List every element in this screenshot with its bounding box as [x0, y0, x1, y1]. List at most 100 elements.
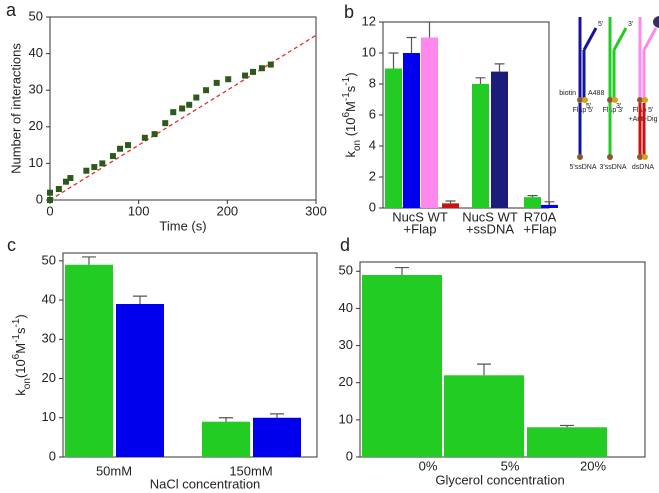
x-tick-label: NucS WT [392, 209, 448, 224]
y-tick-label: 20 [339, 374, 353, 389]
x-tick-label: +Flap [404, 221, 437, 236]
y-axis-label-part: ) [343, 72, 358, 76]
error-bar [406, 36, 417, 53]
error-bar [424, 21, 435, 38]
x-tick-label: 0 [46, 203, 53, 218]
y-tick-label: 8 [369, 75, 376, 90]
x-tick-label: 5% [501, 458, 520, 473]
data-point [151, 131, 158, 138]
diagram-label: Flap 5' [573, 107, 594, 114]
error-bar [544, 201, 555, 205]
y-axis-label-part: -1 [11, 318, 22, 327]
x-tick-label: +Flap [524, 221, 557, 236]
panel-letter: a [6, 0, 17, 20]
error-bar [494, 63, 505, 72]
bead [577, 154, 583, 160]
x-axis-label: NaCl concentration [150, 476, 261, 491]
error-bar [270, 413, 284, 418]
y-tick-label: 30 [29, 82, 43, 97]
bead [642, 154, 648, 160]
error-bar [477, 363, 491, 376]
x-tick-label: R70A [524, 209, 557, 224]
panel-letter: d [340, 235, 350, 255]
data-point [62, 178, 69, 185]
panel-letter: c [7, 235, 16, 255]
y-axis-label-part: on [22, 378, 33, 389]
y-tick-label: 0 [49, 448, 56, 463]
x-tick-label: 20% [580, 458, 606, 473]
y-tick-label: 10 [339, 411, 353, 426]
data-point [242, 72, 249, 79]
panel-letter: b [344, 2, 354, 22]
y-axis-label-part: k [343, 151, 358, 158]
diagram-label: 3'ssDNA [599, 164, 626, 171]
y-tick-label: 50 [29, 8, 43, 23]
x-tick-label: 0% [419, 458, 438, 473]
bar [65, 264, 113, 457]
bead [607, 97, 613, 103]
y-axis-label: Number of interactions [8, 43, 23, 174]
data-point [55, 186, 62, 193]
bar [385, 68, 402, 208]
fit-line [49, 34, 317, 201]
anti-dig [653, 16, 659, 28]
bead [612, 97, 618, 103]
strand-end-label: 5' [598, 21, 603, 28]
y-tick-label: 10 [362, 44, 376, 59]
y-axis-label-part: (10 [343, 118, 358, 140]
y-tick-label: 12 [362, 13, 376, 28]
data-point [99, 160, 106, 167]
y-axis-label-part: k [13, 389, 28, 396]
plot-frame [62, 252, 318, 458]
y-tick-label: 20 [42, 370, 56, 385]
y-axis-label-part: on [352, 140, 363, 151]
strand-end-label: 3' [616, 103, 621, 110]
error-bar [527, 195, 538, 198]
bead [577, 97, 583, 103]
data-point [225, 76, 232, 83]
data-point [258, 65, 265, 72]
strand [612, 27, 628, 51]
data-point [47, 189, 53, 196]
bar [491, 71, 508, 208]
bead [607, 154, 613, 160]
y-axis-label: kon (106M-1s-1) [341, 72, 363, 157]
y-tick-label: 30 [42, 331, 56, 346]
x-tick-label: 200 [216, 203, 238, 218]
strand-end-label: 3' [628, 21, 633, 28]
bead [637, 97, 643, 103]
x-axis-label: Time (s) [159, 218, 206, 233]
data-point [117, 145, 124, 152]
error-bar [219, 417, 233, 422]
y-tick-label: 30 [339, 337, 353, 352]
y-axis-label-part: ) [13, 314, 28, 318]
data-point [186, 101, 193, 108]
bar [442, 203, 459, 208]
data-point [83, 167, 90, 174]
y-axis-label-part: s [343, 85, 358, 92]
y-axis-label-part: 6 [11, 353, 22, 359]
y-tick-label: 10 [29, 155, 43, 170]
x-tick-label: +ssDNA [466, 221, 514, 236]
base-label: biotin [559, 90, 576, 97]
y-tick-label: 20 [29, 118, 43, 133]
y-axis-label-part: (10 [13, 359, 28, 378]
bar [116, 304, 164, 457]
data-point [125, 142, 132, 149]
error-bar [388, 52, 399, 69]
strand-end-label: 5' [586, 103, 591, 110]
y-axis-label-part: s [13, 327, 28, 334]
data-point [193, 94, 200, 101]
data-point [170, 109, 177, 116]
y-axis-label-part: M [13, 343, 28, 354]
diagram-label: 5'ssDNA [569, 164, 596, 171]
error-bar [475, 77, 486, 84]
strand [642, 27, 658, 51]
plot-frame [49, 16, 317, 201]
y-axis-label: kon(106M-1s-1) [11, 314, 33, 395]
data-point [250, 68, 257, 75]
y-tick-label: 50 [42, 252, 56, 267]
y-axis-label-part: -1 [341, 76, 352, 85]
y-tick-label: 0 [346, 448, 353, 463]
